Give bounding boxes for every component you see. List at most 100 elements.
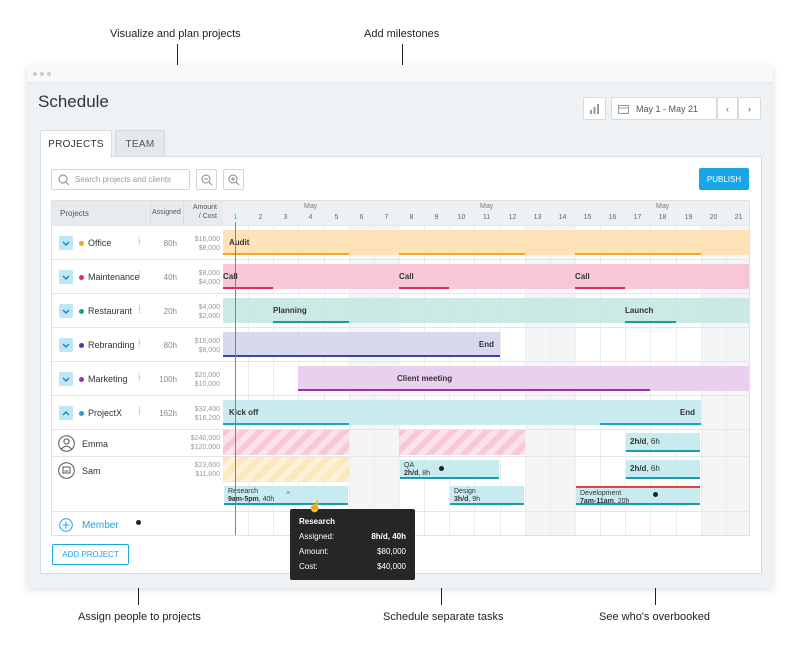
day-number: 11 [482,214,491,221]
project-row[interactable]: ProjectX ⁝ ⁝ 162h $32,400 $16,200 [52,395,749,429]
design-task[interactable]: Design 3h/d, 9h [450,486,524,505]
projectx-end[interactable]: End [600,400,701,425]
next-range-button[interactable]: › [738,97,761,120]
planning-bar[interactable]: Planning [273,298,349,323]
chevron-down-icon[interactable] [59,270,73,284]
date-range-label: May 1 - May 21 [636,103,699,114]
drag-handle-icon[interactable]: ⁝ ⁝ [138,269,141,281]
milestone-underline [223,287,273,289]
zoom-out-button[interactable] [196,169,217,190]
date-range-picker[interactable]: May 1 - May 21 [611,97,717,120]
day-number: 6 [359,214,364,221]
search-input[interactable]: Search projects and clients [51,169,190,190]
overbooked-hatch[interactable] [223,430,349,455]
day-number: 1 [233,214,238,221]
rebranding-bar[interactable]: End [223,332,500,357]
amount-cost: $240,000 $120,000 [190,435,220,451]
report-button[interactable] [583,97,606,120]
projectx-bar[interactable]: Kick off [223,400,701,425]
add-member-label[interactable]: Member [82,520,119,531]
project-color-dot [79,241,84,246]
milestone-underline [298,389,650,391]
restaurant-bar[interactable] [223,298,749,323]
project-name: Marketing [88,374,128,384]
callout-visualize: Visualize and plan projects [110,28,241,40]
person-name: Emma [82,439,109,449]
assigned-hours: 100h [159,375,177,384]
day-number: 21 [734,214,743,221]
call-1[interactable]: Call [223,264,273,289]
milestone-underline [223,253,349,255]
amount-cost: $4,000 $2,000 [198,304,220,320]
projectx-end-label: End [679,408,695,417]
day-number: 8 [409,214,414,221]
add-project-button[interactable]: ADD PROJECT [52,544,129,565]
planning-bar-label: Planning [273,306,307,315]
header-amount-cost: Amount / Cost [183,201,223,225]
callout-milestones: Add milestones [364,28,440,40]
user-avatar-icon [58,435,75,452]
callout-dot [653,492,658,497]
tab-team[interactable]: TEAM [115,130,165,157]
add-member-icon[interactable] [59,518,73,532]
emma-allocation[interactable]: 2h/d, 6h [626,433,700,452]
chevron-down-icon[interactable] [59,338,73,352]
chevron-down-icon[interactable] [59,304,73,318]
marketing-bar[interactable]: Client meeting [298,366,749,391]
day-number: 2 [258,214,263,221]
project-name: Maintenance [88,272,140,282]
publish-button[interactable]: PUBLISH [699,168,749,190]
project-row[interactable]: Marketing ⁝ ⁝ 100h $20,000 $10,000 [52,361,749,395]
header-projects: Projects [52,201,150,225]
callout-tasks: Schedule separate tasks [383,611,504,623]
project-row[interactable]: Maintenance ⁝ ⁝ 40h $8,000 $4,000 [52,259,749,293]
call-2[interactable]: Call [399,264,449,289]
project-row[interactable]: Restaurant ⁝ ⁝ 20h $4,000 $2,000 [52,293,749,327]
drag-handle-icon[interactable]: ⁝ ⁝ [138,337,141,349]
research-task[interactable]: Research 9am-5pm, 40h ≡ [224,486,348,505]
rebrand-line[interactable] [474,332,480,357]
drag-handle-icon[interactable]: ⁝ ⁝ [138,235,141,247]
day-number: 10 [457,214,466,221]
maintenance-bar[interactable] [223,264,749,289]
overbooked-hatch[interactable] [399,430,525,455]
callout-assign: Assign people to projects [78,611,201,623]
day-number: 13 [533,214,542,221]
month-label: May [480,203,494,210]
project-row[interactable]: Rebranding ⁝ ⁝ 80h $16,000 $8,000 [52,327,749,361]
assigned-hours: 20h [163,307,177,316]
day-number: 18 [658,214,667,221]
day-gridline [248,225,249,535]
qa-task[interactable]: QA 2h/d, 8h [400,460,499,479]
day-number: 12 [508,214,517,221]
tab-projects[interactable]: PROJECTS [40,130,112,158]
audit-line-3[interactable] [575,230,581,255]
development-task[interactable]: Development 7am-11am, 20h [576,486,700,505]
drag-handle-icon[interactable]: ⁝ ⁝ [138,405,141,417]
drag-handle-icon[interactable]: ⁝ ⁝ [138,371,141,383]
call-3[interactable]: Call [575,264,625,289]
chevron-up-icon[interactable] [59,406,73,420]
project-name: Restaurant [88,306,133,316]
marketing-bar-label: Client meeting [397,374,453,383]
project-row[interactable]: Office ⁝ ⁝ 80h $16,000 $8,000 [52,225,749,259]
day-number: 17 [633,214,642,221]
launch-bar[interactable]: Launch [625,298,676,323]
person-row[interactable]: Emma $240,000 $120,000 [52,429,749,456]
sam-allocation[interactable]: 2h/d, 6h [626,460,700,479]
projectx-bar-label: Kick off [229,408,259,417]
prev-range-button[interactable]: ‹ [717,97,738,120]
milestone-underline [223,423,349,425]
sam-allocation-hatch[interactable] [223,457,349,482]
zoom-in-button[interactable] [223,169,244,190]
milestone-underline [575,287,625,289]
chevron-down-icon[interactable] [59,236,73,250]
chevron-right-icon: › [748,103,751,114]
audit-bar[interactable]: Audit [223,230,749,255]
milestone-underline [223,355,349,357]
audit-line-2[interactable] [399,230,405,255]
chevron-down-icon[interactable] [59,372,73,386]
person-row[interactable]: Sam $23,600 $11,800 [52,456,749,511]
drag-handle-icon[interactable]: ⁝ ⁝ [138,303,141,315]
